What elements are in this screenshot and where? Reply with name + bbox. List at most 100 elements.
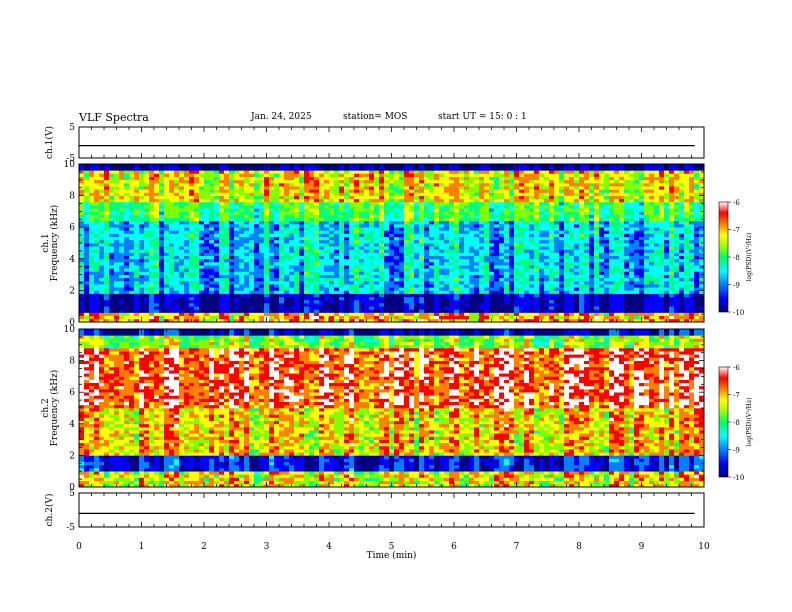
spectrogram-cell	[554, 227, 560, 231]
spectrogram-cell	[299, 309, 305, 313]
spectrogram-cell	[134, 277, 140, 282]
spectrogram-cell	[189, 170, 195, 174]
spectrogram-cell	[489, 176, 495, 181]
spectrogram-cell	[124, 208, 130, 212]
spectrogram-cell	[429, 189, 435, 193]
spectrogram-cell	[294, 309, 300, 313]
spectrogram-cell	[214, 261, 220, 266]
spectrogram-cell	[344, 230, 350, 234]
spectrogram-cell	[259, 246, 265, 250]
spectrogram-cell	[574, 315, 580, 320]
spectrogram-cell	[489, 230, 495, 234]
spectrogram-cell	[479, 303, 485, 307]
spectrogram-cell	[544, 205, 550, 209]
spectrogram-cell	[124, 167, 130, 171]
spectrogram-cell	[259, 195, 265, 200]
spectrogram-cell	[209, 265, 215, 269]
spectrogram-cell	[359, 243, 365, 247]
spectrogram-cell	[429, 315, 435, 320]
spectrogram-cell	[229, 198, 235, 203]
spectrogram-cell	[369, 176, 375, 181]
spectrogram-cell	[419, 284, 425, 288]
spectrogram-cell	[284, 167, 290, 171]
spectrogram-cell	[474, 312, 480, 316]
spectrogram-cell	[354, 249, 360, 253]
spectrogram-cell	[274, 258, 280, 263]
spectrogram-cell	[314, 208, 320, 212]
spectrogram-cell	[399, 290, 405, 294]
spectrogram-cell	[529, 268, 535, 272]
spectrogram-cell	[204, 201, 210, 206]
spectrogram-cell	[524, 246, 530, 250]
spectrogram-cell	[294, 214, 300, 219]
spectrogram-cell	[254, 243, 260, 247]
spectrogram-cell	[104, 224, 110, 228]
spectrogram-cell	[404, 220, 410, 225]
spectrogram-cell	[574, 220, 580, 225]
spectrogram-cell	[429, 261, 435, 266]
spectrogram-cell	[354, 170, 360, 174]
spectrogram-cell	[574, 189, 580, 193]
spectrogram-cell	[369, 211, 375, 215]
spectrogram-cell	[289, 173, 295, 177]
spectrogram-cell	[139, 239, 145, 244]
spectrogram-cell	[94, 167, 100, 171]
spectrogram-cell	[229, 277, 235, 282]
spectrogram-cell	[374, 318, 380, 323]
spectrogram-cell	[549, 198, 555, 203]
spectrogram-cell	[154, 309, 160, 313]
spectrogram-cell	[264, 233, 270, 237]
spectrogram-cell	[469, 299, 475, 304]
spectrogram-cell	[384, 249, 390, 253]
spectrogram-cell	[564, 303, 570, 307]
spectrogram-cell	[124, 265, 130, 269]
spectrogram-cell	[334, 227, 340, 231]
spectrogram-cell	[174, 211, 180, 215]
spectrogram-cell	[229, 299, 235, 304]
spectrogram-cell	[369, 179, 375, 184]
spectrogram-cell	[444, 233, 450, 237]
spectrogram-cell	[209, 182, 215, 187]
spectrogram-cell	[399, 306, 405, 310]
spectrogram-cell	[259, 293, 265, 298]
spectrogram-cell	[504, 217, 510, 222]
spectrogram-cell	[299, 274, 305, 279]
spectrogram-cell	[514, 274, 520, 279]
spectrogram-cell	[219, 173, 225, 177]
spectrogram-cell	[544, 268, 550, 272]
spectrogram-cell	[109, 205, 115, 209]
spectrogram-cell	[179, 255, 185, 260]
spectrogram-cell	[274, 233, 280, 237]
spectrogram-cell	[339, 296, 345, 301]
spectrogram-cell	[99, 170, 105, 174]
spectrogram-cell	[559, 227, 565, 231]
spectrogram-cell	[434, 192, 440, 196]
spectrogram-cell	[134, 236, 140, 241]
spectrogram-cell	[514, 268, 520, 272]
spectrogram-cell	[269, 293, 275, 298]
spectrogram-cell	[99, 284, 105, 288]
spectrogram-cell	[129, 306, 135, 310]
spectrogram-cell	[554, 236, 560, 241]
spectrogram-cell	[359, 164, 365, 168]
spectrogram-cell	[89, 293, 95, 298]
spectrogram-cell	[379, 246, 385, 250]
spectrogram-cell	[309, 170, 315, 174]
spectrogram-cell	[254, 224, 260, 228]
spectrogram-cell	[249, 265, 255, 269]
spectrogram-cell	[269, 315, 275, 320]
spectrogram-cell	[374, 198, 380, 203]
spectrogram-cell	[139, 309, 145, 313]
spectrogram-cell	[264, 303, 270, 307]
spectrogram-cell	[544, 296, 550, 301]
spectrogram-cell	[204, 198, 210, 203]
spectrogram-cell	[564, 246, 570, 250]
spectrogram-cell	[569, 309, 575, 313]
spectrogram-cell	[179, 182, 185, 187]
spectrogram-cell	[419, 164, 425, 168]
spectrogram-cell	[474, 236, 480, 241]
spectrogram-cell	[454, 189, 460, 193]
spectrogram-cell	[504, 214, 510, 219]
spectrogram-cell	[384, 293, 390, 298]
spectrogram-cell	[374, 312, 380, 316]
